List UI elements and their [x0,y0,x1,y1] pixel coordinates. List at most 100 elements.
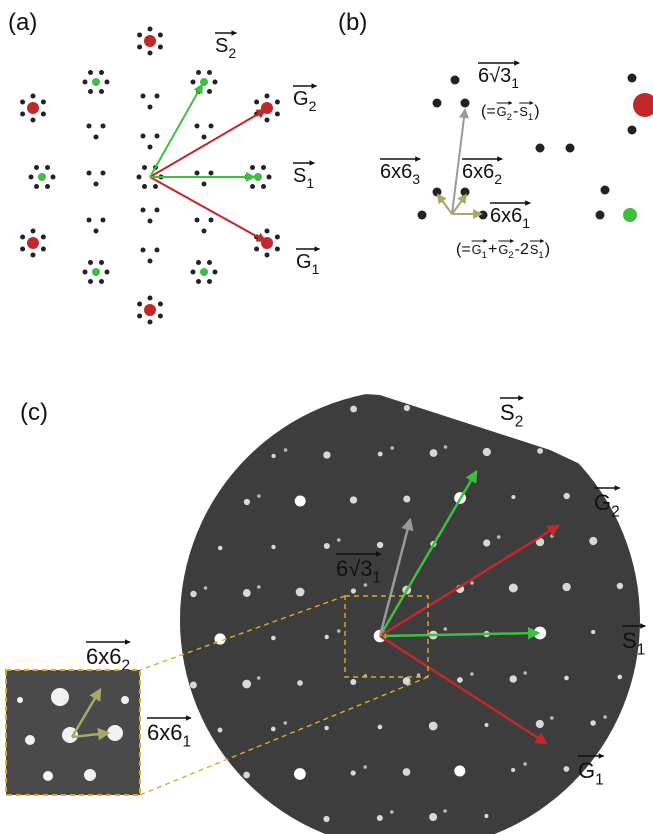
spot [432,98,442,108]
spot [157,32,163,38]
spot [271,453,276,459]
spot [137,301,143,307]
spot [99,89,104,95]
vector-base: 6x6 [380,161,412,183]
spot [350,588,356,594]
green-spot [92,78,100,86]
spot [20,99,26,105]
spot [600,185,610,195]
vector-base: S [293,165,306,187]
green-spot [200,268,208,276]
spot [402,677,411,685]
spot [45,164,50,170]
spot [207,89,212,95]
spot [274,99,280,105]
panel-label: (c) [20,399,48,426]
spot [616,582,624,590]
spot [100,217,106,223]
spot [295,587,305,597]
spot [147,295,153,301]
spot [217,545,223,551]
spot [140,133,146,139]
term-base: S [530,242,539,257]
vector-base: G [296,251,312,273]
inset-spot [107,725,123,741]
formula-term: G2 [498,242,513,261]
spot [154,93,160,99]
spot [454,765,466,777]
vector-sub: 1 [511,75,519,91]
spot [603,715,607,719]
spot [203,586,208,590]
arrow [379,524,561,638]
vector-base: G [594,490,611,515]
formula-term: G1 [472,242,487,261]
arrow [451,108,469,215]
spot [40,111,46,117]
spot [147,50,153,56]
spot [535,537,545,547]
spot [324,725,329,731]
spot [293,768,306,780]
red-spot [27,102,39,114]
spot [323,451,331,459]
inset-spot [17,697,23,703]
spot [264,252,270,258]
spot [496,535,501,539]
inset-spot [25,735,35,745]
spot [483,539,491,547]
vector-sub: 2 [228,45,236,61]
spot [537,448,543,454]
spot [137,313,143,319]
spot [591,629,596,635]
formula-operator: - [513,103,518,120]
spot [535,143,545,153]
spot [154,207,160,213]
spot [509,675,517,683]
spot [589,536,598,546]
formula-operator: ) [545,241,550,258]
vector-sub: 1 [182,734,191,751]
formula-term: S1 [519,104,533,123]
arrow [379,634,549,745]
spot [243,771,250,779]
spot [20,246,26,252]
term-base: G [498,242,508,257]
spot [511,494,516,500]
spot [261,184,266,190]
vector-sub: 1 [637,642,646,659]
vector-label: 6x62 [86,644,130,675]
term-sub: 1 [538,250,543,261]
spot [50,174,56,180]
spot [88,259,93,265]
vector-sub: 1 [312,261,320,277]
spot [88,69,93,75]
spot [257,585,261,589]
vector-label: 6√31 [336,556,381,587]
spot [565,143,575,153]
vector-base: 6√3 [478,65,511,87]
inset-spot [43,771,53,781]
spot [390,810,394,814]
vector-sub: 2 [494,171,502,187]
spot [627,125,637,135]
spot [157,301,163,307]
spot [189,681,197,689]
spot [196,279,201,285]
spot [376,541,384,549]
spot [323,815,330,823]
spot [147,218,153,224]
red-spot [27,237,39,249]
spot [266,174,272,180]
spot [40,246,46,252]
term-sub: 1 [482,250,487,261]
green-spot [38,173,46,181]
spot [550,534,554,538]
spot [416,673,421,677]
spot [196,259,201,265]
spot [142,184,147,190]
spot [264,228,270,234]
spot [201,228,207,234]
spot [194,217,200,223]
formula-operator: + [488,241,497,258]
